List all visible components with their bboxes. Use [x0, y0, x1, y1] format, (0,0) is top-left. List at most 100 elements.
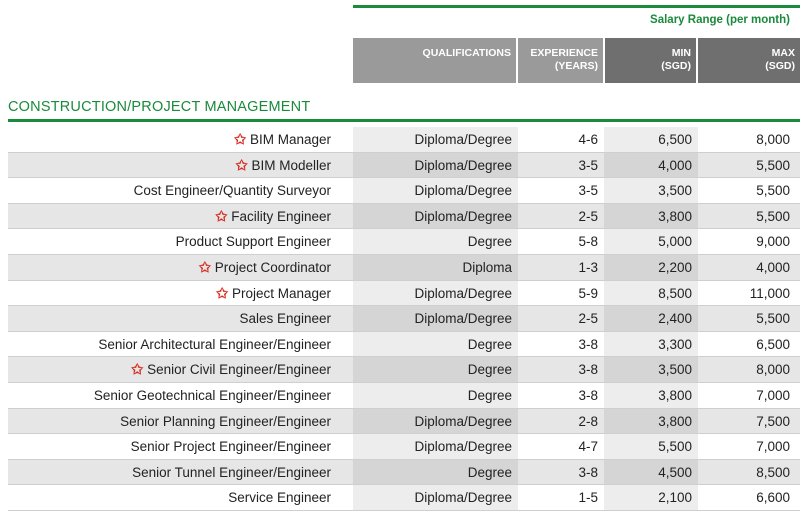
qualification-text: Diploma/Degree [414, 183, 512, 199]
qualification: Diploma/Degree [353, 203, 518, 230]
row-divider [8, 177, 800, 179]
job-title: Senior Tunnel Engineer/Engineer [8, 460, 353, 486]
job-title: ✩ BIM Modeller [8, 153, 353, 179]
qualification: Diploma/Degree [353, 127, 518, 153]
experience: 5-9 [518, 281, 604, 307]
salary-max-text: 6,500 [756, 336, 790, 352]
experience-text: 5-9 [578, 285, 598, 301]
salary-min: 8,500 [604, 280, 698, 307]
experience: 3-8 [518, 332, 604, 358]
salary-max-text: 6,600 [756, 490, 790, 506]
row-divider [8, 484, 800, 486]
salary-max-text: 5,500 [756, 208, 790, 224]
job-title-text: Senior Tunnel Engineer/Engineer [132, 464, 331, 480]
experience-text: 3-5 [578, 183, 598, 199]
salary-max: 4,000 [698, 255, 800, 281]
job-title: Senior Project Engineer/Engineer [8, 434, 353, 460]
salary-max: 5,500 [698, 306, 800, 332]
salary-min: 3,500 [604, 178, 698, 204]
salary-min: 2,100 [604, 485, 698, 511]
salary-max-text: 7,000 [756, 388, 790, 403]
salary-max-text: 8,500 [756, 464, 790, 480]
experience-text: 4-6 [578, 132, 598, 147]
job-title-text: Senior Geotechnical Engineer/Engineer [93, 388, 331, 403]
experience: 4-7 [518, 434, 604, 460]
experience: 2-5 [518, 306, 604, 332]
experience-text: 2-5 [578, 208, 598, 224]
salary-min-text: 2,100 [658, 490, 692, 506]
salary-max-text: 9,000 [756, 234, 790, 250]
qualification: Diploma [353, 255, 518, 281]
salary-max: 8,500 [698, 460, 800, 486]
qualification: Diploma/Degree [353, 434, 518, 460]
salary-min-text: 3,800 [658, 413, 692, 429]
salary-max: 5,500 [698, 178, 800, 204]
salary-max-text: 5,500 [756, 183, 790, 199]
qualification: Diploma/Degree [353, 152, 518, 179]
experience: 1-5 [518, 485, 604, 511]
salary-min-text: 6,500 [658, 132, 692, 147]
row-divider [8, 151, 800, 153]
experience-text: 1-3 [578, 260, 598, 275]
job-title: Product Support Engineer [8, 229, 353, 255]
star-icon: ✩ [234, 131, 246, 147]
table-row: Service Engineer Diploma/Degree 1-5 2,100 6,… [8, 485, 800, 511]
table-row: ✩ BIM Modeller Diploma/Degree 3-5 4,000 5,500 [8, 152, 800, 179]
experience-text: 4-7 [578, 439, 598, 455]
job-title-text: Product Support Engineer [175, 234, 331, 250]
salary-max: 6,500 [698, 332, 800, 358]
job-title: ✩ BIM Manager [8, 127, 353, 153]
table-row: ✩ Senior Civil Engineer/Engineer Degree 3-8… [8, 357, 800, 383]
qualification-text: Diploma/Degree [414, 413, 512, 429]
header-qualifications-label: QUALIFICATIONS [422, 47, 511, 59]
qualification-text: Diploma/Degree [414, 208, 512, 224]
table-row: Senior Planning Engineer/Engineer Diploma… [8, 408, 800, 435]
qualification: Degree [353, 229, 518, 255]
job-title-text: Cost Engineer/Quantity Surveyor [133, 183, 331, 199]
job-title-text: BIM Manager [249, 132, 331, 147]
salary-min: 4,000 [604, 152, 698, 179]
salary-max: 5,500 [698, 204, 800, 230]
salary-max: 7,000 [698, 434, 800, 460]
qualification-text: Degree [467, 336, 512, 352]
job-title-text: Service Engineer [228, 490, 331, 506]
salary-max-text: 11,000 [749, 285, 790, 301]
job-title: ✩ Project Coordinator [8, 255, 353, 281]
experience: 1-3 [518, 255, 604, 281]
job-title-text: Sales Engineer [239, 311, 331, 327]
job-title-text: Senior Planning Engineer/Engineer [120, 413, 331, 429]
qualification: Degree [353, 383, 518, 409]
header-qualifications: QUALIFICATIONS [353, 38, 516, 83]
salary-min: 3,800 [604, 408, 698, 435]
header-min: MIN (SGD) [605, 38, 696, 83]
table-row: ✩ BIM Manager Diploma/Degree 4-6 6,500 8,000 [8, 127, 800, 153]
row-divider [8, 330, 800, 332]
salary-max-text: 5,500 [756, 311, 790, 327]
star-icon: ✩ [216, 284, 228, 301]
salary-min-text: 3,500 [658, 362, 692, 378]
star-icon: ✩ [215, 207, 228, 224]
salary-max-text: 4,000 [756, 260, 790, 275]
salary-min: 3,800 [604, 203, 698, 230]
qualification-text: Diploma/Degree [414, 439, 512, 455]
salary-min-text: 4,500 [658, 464, 692, 480]
row-divider [8, 458, 800, 460]
salary-min-text: 5,000 [658, 234, 692, 250]
experience: 2-5 [518, 204, 604, 230]
experience: 3-5 [518, 178, 604, 204]
qualification: Diploma/Degree [353, 485, 518, 511]
job-title: Sales Engineer [8, 306, 353, 332]
salary-max: 8,000 [698, 127, 800, 153]
star-icon: ✩ [235, 156, 248, 173]
experience-text: 2-5 [578, 311, 598, 327]
salary-max: 5,500 [698, 153, 800, 179]
star-icon: ✩ [131, 361, 144, 378]
table-row: Sales Engineer Diploma/Degree 2-5 2,400 5,50… [8, 306, 800, 332]
qualification-text: Diploma/Degree [414, 157, 512, 173]
table-row: ✩ Project Manager Diploma/Degree 5-9 8,500 11… [8, 280, 800, 307]
row-divider [8, 202, 800, 204]
salary-max: 7,000 [698, 383, 800, 409]
salary-max-text: 8,000 [756, 362, 790, 378]
job-title: Service Engineer [8, 485, 353, 511]
experience: 3-5 [518, 153, 604, 179]
